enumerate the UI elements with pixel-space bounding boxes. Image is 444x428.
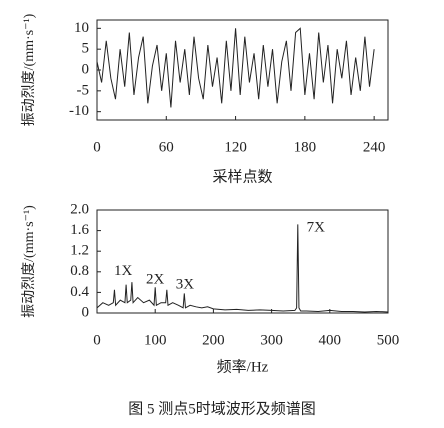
annotation: 2X bbox=[146, 271, 165, 287]
y-axis-label: 振动烈度/(mm·s⁻¹) bbox=[21, 13, 37, 126]
y-tick-label: 1.6 bbox=[70, 222, 89, 238]
x-tick-label: 0 bbox=[93, 139, 101, 155]
y-axis-label: 振动烈度/(mm·s⁻¹) bbox=[21, 205, 37, 318]
plot-frame bbox=[96, 209, 389, 314]
x-tick-label: 300 bbox=[260, 332, 283, 348]
y-tick-label: 0.4 bbox=[70, 284, 89, 300]
y-tick-label: 10 bbox=[74, 20, 89, 36]
annotation: 3X bbox=[176, 277, 195, 293]
y-tick-label: 1.2 bbox=[70, 243, 89, 259]
x-tick-label: 200 bbox=[202, 332, 225, 348]
x-tick-label: 400 bbox=[319, 332, 342, 348]
x-tick-label: 120 bbox=[224, 139, 247, 155]
y-tick-label: 0 bbox=[82, 61, 90, 77]
data-line bbox=[96, 224, 389, 313]
y-tick-label: -10 bbox=[69, 103, 89, 119]
annotation: 1X bbox=[114, 263, 133, 279]
y-tick-label: -5 bbox=[77, 82, 90, 98]
y-tick-label: 2.0 bbox=[70, 201, 89, 217]
y-tick-label: 0 bbox=[82, 304, 90, 320]
x-tick-label: 100 bbox=[144, 332, 167, 348]
data-line bbox=[96, 27, 375, 108]
x-tick-label: 60 bbox=[159, 139, 174, 155]
x-tick-label: 240 bbox=[363, 139, 386, 155]
x-axis-label: 采样点数 bbox=[212, 168, 272, 185]
x-tick-label: 0 bbox=[93, 332, 101, 348]
y-tick-label: 0.8 bbox=[70, 263, 89, 279]
annotation: 7X bbox=[307, 219, 326, 235]
x-tick-label: 180 bbox=[294, 139, 317, 155]
x-axis-label: 频率/Hz bbox=[217, 358, 269, 375]
caption: 图 5 测点5时域波形及频谱图 bbox=[128, 400, 316, 417]
x-tick-label: 500 bbox=[377, 332, 400, 348]
y-tick-label: 5 bbox=[82, 41, 90, 57]
